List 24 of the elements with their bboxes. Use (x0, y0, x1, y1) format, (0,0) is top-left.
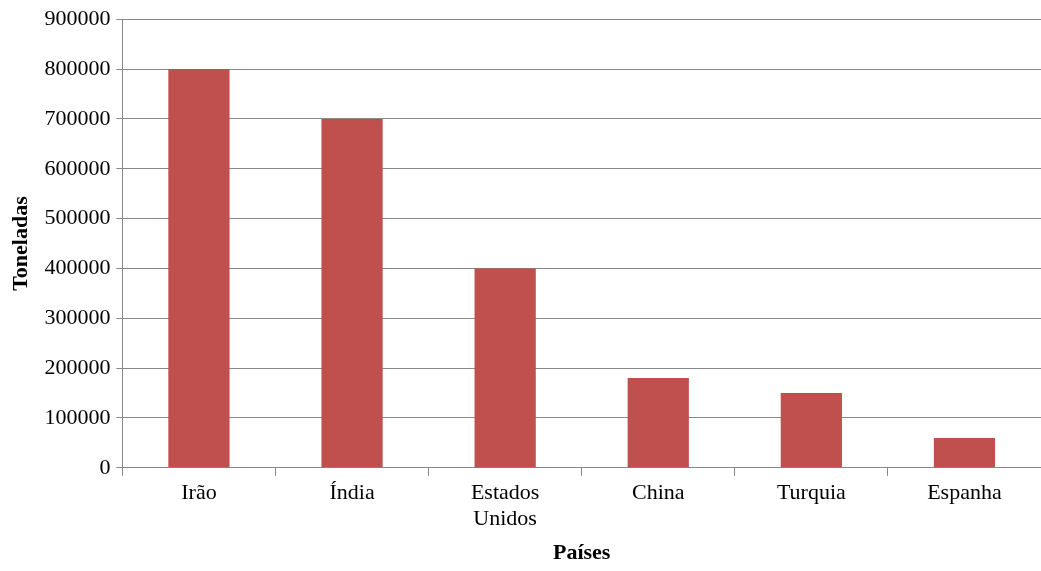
bar (321, 118, 383, 468)
x-tick-label: Índia (329, 478, 375, 504)
y-tick-label: 400000 (44, 254, 111, 280)
y-tick-label: 800000 (44, 54, 111, 80)
bar (474, 268, 536, 468)
x-axis-title: Países (552, 539, 611, 565)
bar (780, 393, 842, 468)
x-tick-label: Turquia (776, 478, 847, 504)
bar (168, 69, 230, 468)
y-axis-title: Toneladas (6, 195, 32, 291)
y-tick-label: 700000 (44, 104, 111, 130)
x-tick-label: China (631, 478, 685, 504)
bar (627, 378, 689, 468)
y-tick-label: 300000 (44, 304, 111, 330)
y-tick-label: 100000 (44, 403, 111, 429)
y-tick-label: 200000 (44, 353, 111, 379)
y-tick-label: 500000 (44, 204, 111, 230)
x-tick-label: Irão (181, 478, 217, 504)
y-tick-label: 600000 (44, 154, 111, 180)
bar (933, 437, 996, 468)
y-tick-label: 0 (99, 453, 111, 479)
x-tick-label: Estados Unidos (470, 478, 540, 531)
y-tick-label: 900000 (44, 4, 111, 30)
x-tick-label: Espanha (927, 478, 1002, 504)
